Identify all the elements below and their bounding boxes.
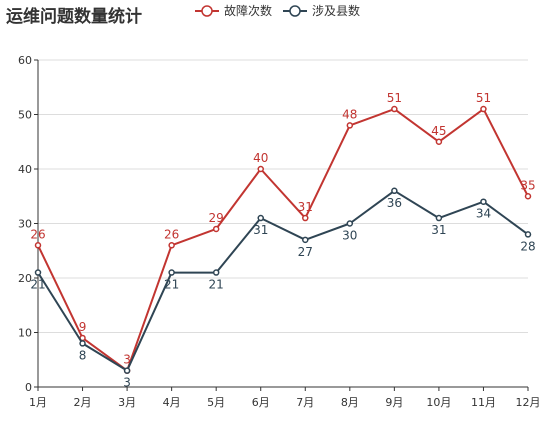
data-point[interactable] xyxy=(79,340,86,347)
data-point[interactable] xyxy=(34,269,42,276)
x-tick-label: 5月 xyxy=(207,396,225,409)
x-tick-label: 7月 xyxy=(296,396,314,409)
x-tick-label: 12月 xyxy=(516,396,541,409)
data-point[interactable] xyxy=(524,231,532,238)
data-point[interactable] xyxy=(480,198,487,205)
data-point[interactable] xyxy=(123,367,131,374)
data-label: 26 xyxy=(164,227,179,241)
data-point[interactable] xyxy=(212,225,220,233)
data-point[interactable] xyxy=(257,214,264,222)
data-label: 21 xyxy=(164,278,179,292)
series-lines xyxy=(34,105,532,374)
legend-item[interactable]: 涉及县数 xyxy=(283,3,360,18)
data-labels: 26 9 3 26 29 40 31 48 51 45 51 35 21 8 3 21 21 31 27 30 36 31… xyxy=(30,91,535,390)
data-label: 21 xyxy=(209,278,224,292)
data-label: 8 xyxy=(79,348,87,362)
x-tick-label: 2月 xyxy=(74,396,92,409)
data-point[interactable] xyxy=(302,214,309,222)
data-point[interactable] xyxy=(168,269,175,276)
x-tick-label: 8月 xyxy=(341,396,359,409)
data-point[interactable] xyxy=(480,105,487,113)
data-label: 28 xyxy=(520,239,535,253)
legend: 故障次数 涉及县数 xyxy=(195,3,360,18)
data-label: 3 xyxy=(123,353,131,367)
data-label: 51 xyxy=(387,91,402,105)
y-tick-label: 20 xyxy=(18,272,32,285)
data-point[interactable] xyxy=(524,193,532,200)
legend-label: 涉及县数 xyxy=(312,3,360,18)
data-label: 21 xyxy=(30,278,45,292)
y-tick-label: 0 xyxy=(25,381,32,394)
data-label: 48 xyxy=(342,107,357,121)
data-label: 34 xyxy=(476,207,491,221)
data-point[interactable] xyxy=(34,242,42,249)
data-label: 35 xyxy=(520,178,535,192)
x-tick-label: 9月 xyxy=(385,396,403,409)
data-point[interactable] xyxy=(391,187,398,195)
data-point[interactable] xyxy=(212,269,220,276)
data-label: 31 xyxy=(253,223,268,237)
data-point[interactable] xyxy=(346,220,354,227)
x-tick-label: 10月 xyxy=(426,396,451,409)
x-tick-label: 3月 xyxy=(118,396,136,409)
data-label: 40 xyxy=(253,151,268,165)
gridlines xyxy=(38,59,528,333)
data-label: 27 xyxy=(298,245,313,259)
data-label: 51 xyxy=(476,91,491,105)
y-tick-label: 60 xyxy=(18,54,32,67)
y-tick-label: 30 xyxy=(18,218,32,231)
data-label: 3 xyxy=(123,376,131,390)
data-label: 26 xyxy=(30,227,45,241)
data-point[interactable] xyxy=(302,236,309,244)
legend-label: 故障次数 xyxy=(224,3,272,18)
series-line xyxy=(37,189,529,372)
data-point[interactable] xyxy=(257,165,264,173)
x-tick-label: 6月 xyxy=(252,396,270,409)
legend-marker-icon xyxy=(289,5,301,17)
data-point[interactable] xyxy=(391,105,398,113)
data-label: 31 xyxy=(298,200,313,214)
data-point[interactable] xyxy=(346,122,354,129)
data-point[interactable] xyxy=(435,214,443,222)
data-point[interactable] xyxy=(168,242,175,249)
data-label: 45 xyxy=(431,124,446,138)
legend-marker-icon xyxy=(201,5,213,17)
data-label: 29 xyxy=(209,211,224,225)
data-label: 30 xyxy=(342,229,357,243)
y-tick-label: 50 xyxy=(18,109,32,122)
y-tick-label: 10 xyxy=(18,327,32,340)
series-line xyxy=(37,108,529,372)
x-tick-label: 11月 xyxy=(471,396,496,409)
x-tick-label: 4月 xyxy=(163,396,181,409)
y-tick-label: 40 xyxy=(18,163,32,176)
legend-item[interactable]: 故障次数 xyxy=(195,3,272,18)
chart-title: 运维问题数量统计 xyxy=(6,6,142,27)
axes: 0 10 20 30 40 50 60 1月 2月 3月 4月 5月 6月 7月 8月 9月 10月 11月 12月 xyxy=(18,54,541,409)
data-label: 31 xyxy=(431,223,446,237)
data-label: 36 xyxy=(387,196,402,210)
data-point[interactable] xyxy=(435,138,443,145)
x-tick-label: 1月 xyxy=(29,396,47,409)
data-label: 9 xyxy=(79,320,87,334)
